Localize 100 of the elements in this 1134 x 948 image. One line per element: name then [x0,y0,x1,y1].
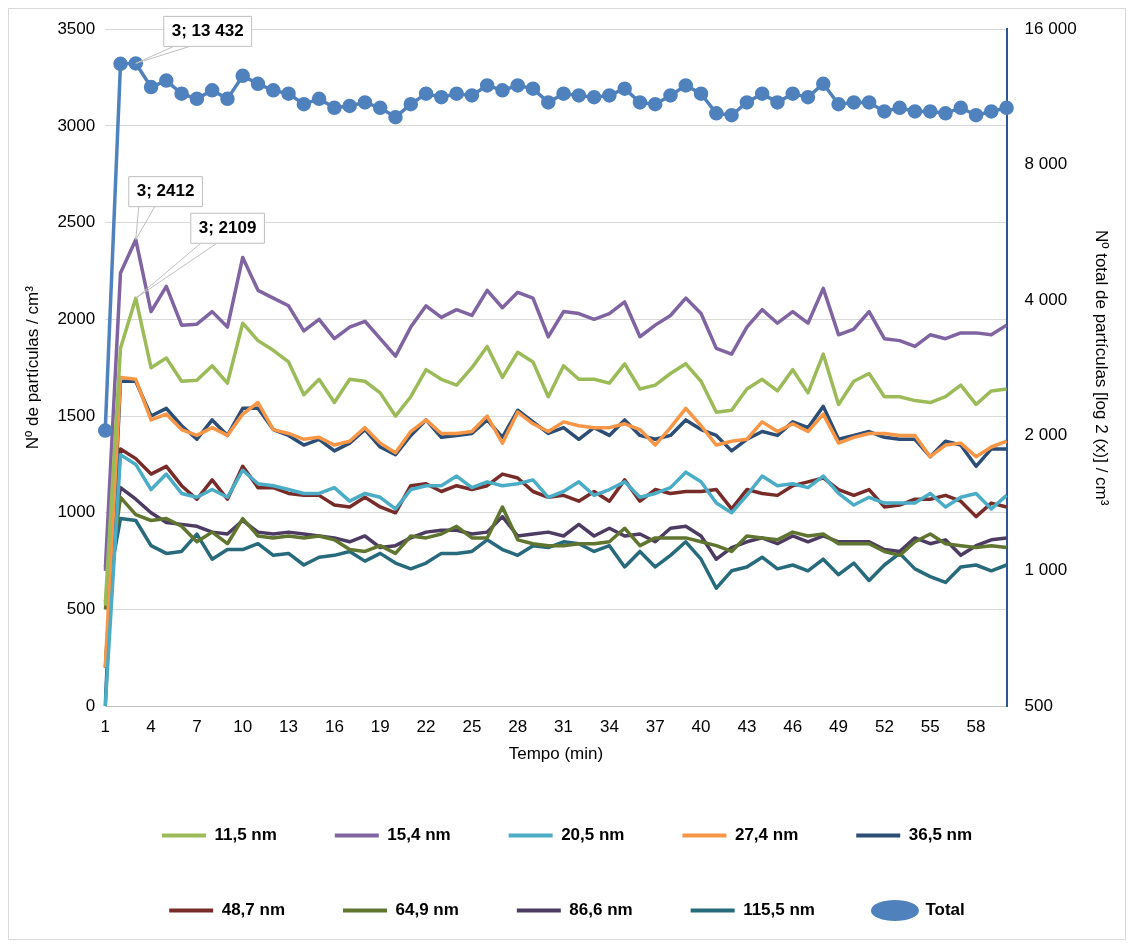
point [785,86,800,101]
y2-tick-label: 1 000 [1024,560,1068,580]
legend-label: Total [925,900,965,920]
x-axis-title: Tempo (min) [508,744,604,764]
point [892,100,907,116]
point [449,86,464,101]
point [663,88,678,103]
y-axis-title: Nº de partículas / cm³ [22,285,42,450]
point [189,91,205,107]
point [541,95,556,110]
legend-label: 20,5 nm [561,825,625,845]
point [174,86,189,101]
point [311,91,327,107]
x-tick-label: 7 [192,717,202,737]
point [266,83,281,98]
y2-tick-label: 500 [1024,695,1053,715]
point [204,83,220,98]
point [846,95,862,110]
y2-tick-label: 16 000 [1024,18,1077,38]
point [220,91,235,107]
point [495,83,510,98]
point [877,104,892,119]
y-tick-label: 1500 [57,405,96,425]
point [693,86,709,101]
point [525,81,541,96]
x-tick-label: 49 [829,717,849,737]
point [113,56,128,72]
legend-label: 27,4 nm [734,825,799,845]
x-tick-label: 31 [554,717,574,737]
point [816,76,831,92]
legend-label: 115,5 nm [743,900,815,920]
point [434,89,449,105]
data-label: 3; 2412 [136,181,195,201]
point [235,68,250,84]
point [586,89,602,105]
point [403,96,419,112]
point [770,95,785,110]
point [709,106,724,121]
y2-tick-label: 4 000 [1024,289,1068,309]
point [647,96,663,112]
legend-label: 11,5 nm [214,825,277,845]
x-tick-label: 22 [416,717,436,737]
point [571,88,587,103]
point [159,73,174,88]
x-tick-label: 10 [233,717,253,737]
point [281,86,296,101]
point [739,95,755,110]
y-tick-label: 2000 [57,309,96,329]
point [984,104,999,119]
y2-tick-label: 8 000 [1024,154,1068,174]
x-tick-label: 52 [874,717,894,737]
point [250,76,266,92]
x-tick-label: 58 [966,717,986,737]
point [953,100,969,116]
y2-axis-title: Nº total de partículas [log 2 (x)] / cm³ [1092,229,1112,506]
point [724,107,739,123]
point [357,95,373,110]
y-tick-label: 2500 [57,212,96,232]
x-tick-label: 19 [370,717,390,737]
point [143,79,159,95]
point [831,96,846,112]
x-tick-label: 55 [920,717,940,737]
data-label: 3; 2109 [198,217,257,237]
x-tick-label: 34 [599,717,619,737]
point [296,96,312,112]
point [388,109,403,125]
point [602,88,617,103]
point [464,88,480,103]
y2-tick-label: 2 000 [1024,425,1068,445]
point [97,423,113,438]
x-tick-label: 25 [462,717,482,737]
point [632,95,648,110]
point [510,78,525,93]
x-tick-label: 4 [146,717,156,737]
x-tick-label: 28 [508,717,528,737]
point [861,95,877,110]
point [678,78,694,93]
data-label: 3; 13 432 [171,21,244,41]
point [327,100,342,116]
x-tick-label: 1 [100,717,110,737]
point [922,104,938,119]
y-tick-label: 3000 [57,115,96,135]
y-tick-label: 0 [85,695,96,715]
legend-label: 86,6 nm [569,900,633,920]
legend-label: 15,4 nm [387,825,451,845]
point [418,86,434,101]
x-tick-label: 16 [324,717,344,737]
point [907,104,923,119]
x-tick-label: 46 [783,717,803,737]
point [754,86,770,101]
x-tick-label: 37 [645,717,665,737]
x-tick-label: 13 [279,717,299,737]
y-tick-label: 500 [66,599,96,619]
x-tick-label: 43 [737,717,757,737]
point [800,89,816,105]
point [479,78,495,93]
legend-label: 64,9 nm [395,900,459,920]
point [938,106,953,121]
point [556,86,571,101]
legend-label: 36,5 nm [908,825,973,845]
